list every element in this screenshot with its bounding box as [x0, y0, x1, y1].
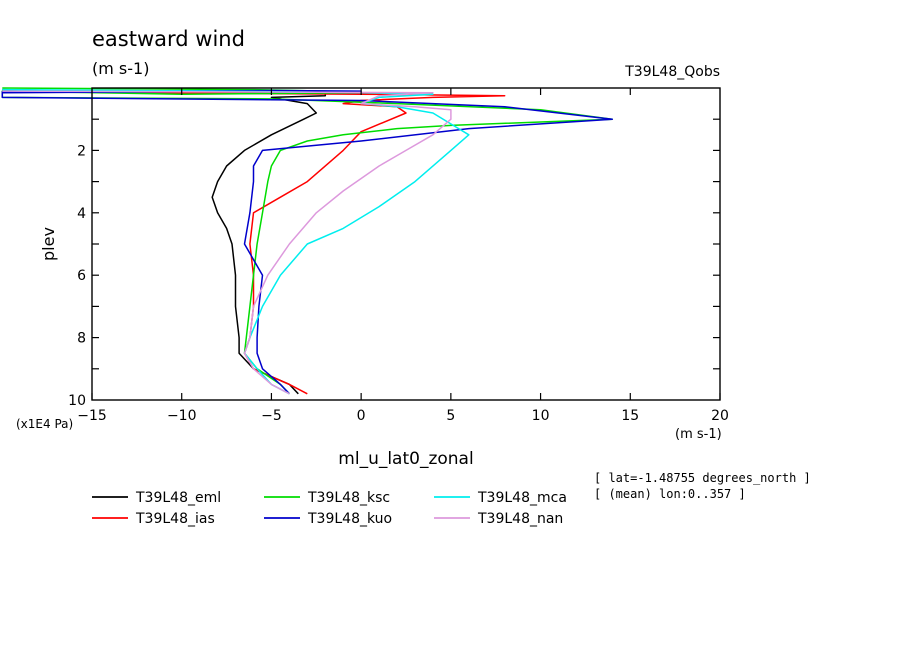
- y-tick-label: 6: [77, 268, 86, 284]
- legend-label: T39L48_mca: [477, 490, 567, 506]
- y-tick-label: 8: [77, 331, 86, 347]
- info-line-1: [ lat=-1.48755 degrees_north ]: [594, 471, 811, 485]
- series-line-T39L48_kuo: [1, 89, 614, 395]
- legend-label: T39L48_kuo: [307, 511, 392, 527]
- legend: T39L48_eml T39L48_ias T39L48_ksc T39L48_kuo…: [92, 490, 567, 527]
- chart-title: eastward wind: [92, 27, 245, 51]
- x-tick-label: −15: [77, 408, 107, 424]
- legend-label: T39L48_nan: [477, 511, 563, 527]
- legend-label: T39L48_ksc: [307, 490, 390, 506]
- series-line-T39L48_ksc: [1, 87, 614, 395]
- y-axis-label: plev: [39, 227, 58, 261]
- series-line-T39L48_nan: [2, 90, 452, 395]
- x-tick-label: 15: [621, 408, 639, 424]
- plot-lines: [1, 87, 614, 395]
- x-tick-label: 10: [532, 408, 550, 424]
- x-tick-label: −10: [167, 408, 197, 424]
- x-axis-label: ml_u_lat0_zonal: [338, 449, 473, 469]
- legend-label: T39L48_ias: [135, 511, 215, 527]
- plot-frame: [91, 87, 721, 401]
- experiment-label: T39L48_Qobs: [624, 64, 720, 80]
- series-line-T39L48_mca: [2, 88, 470, 395]
- axis-ticks: −15 −10 −5 0 5 10 15 20 2 4 6 8 10: [68, 88, 729, 424]
- x-unit-label: (m s-1): [675, 427, 722, 442]
- y-tick-label: 2: [77, 143, 86, 159]
- series-line-T39L48_eml: [2, 88, 327, 395]
- x-tick-label: 5: [446, 408, 455, 424]
- y-tick-label: 10: [68, 393, 86, 409]
- x-tick-label: 0: [357, 408, 366, 424]
- x-tick-label: −5: [261, 408, 282, 424]
- y-unit-label: (x1E4 Pa): [16, 417, 73, 431]
- info-line-2: [ (mean) lon:0..357 ]: [594, 487, 746, 501]
- units-label: (m s-1): [92, 59, 149, 78]
- legend-label: T39L48_eml: [135, 490, 221, 506]
- x-tick-label: 20: [711, 408, 729, 424]
- y-tick-label: 4: [77, 206, 86, 222]
